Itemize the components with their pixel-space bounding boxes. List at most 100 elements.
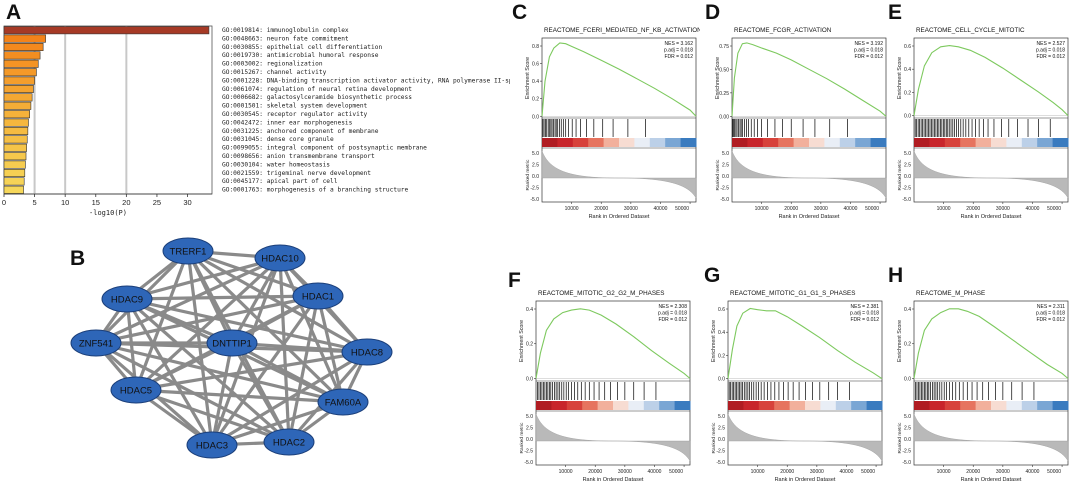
x-tick-label: 20000 [966,469,980,475]
y-tick-label: 0.0 [718,377,725,383]
stat-text: NES = 2.527 [1037,41,1066,47]
rank-gradient-segment [1021,401,1038,410]
enrichment-curve [913,308,1069,379]
ranked-metric-area [727,413,883,462]
stat-text: p.adj = 0.018 [850,311,879,317]
bar [3,160,26,169]
plot-title: REACTOME_MITOTIC_G1_G1_S_PHASES [730,290,855,297]
network-edge [126,294,319,301]
metric-tick-label: 5.0 [526,414,533,420]
metric-axis-label: Ranked metric [519,422,525,454]
x-tick-label: 30000 [814,206,828,212]
metric-tick-label: -5.0 [524,460,533,466]
stat-text: p.adj = 0.018 [1036,48,1065,54]
x-tick-label: 15 [92,198,100,207]
rank-gradient-segment [634,138,651,147]
stat-text: NES = 2.311 [1037,304,1065,310]
x-tick-label: 30000 [618,469,632,475]
metric-axis-label: Ranked metric [897,422,903,454]
rank-gradient-segment [758,401,775,410]
y-tick-label: 0.4 [718,330,725,336]
stat-text: p.adj = 0.018 [664,48,693,54]
metric-tick-label: 0.0 [722,174,729,180]
network-node [254,244,306,272]
metric-axis-label: Ranked metric [525,159,531,191]
metric-tick-label: -2.5 [530,186,539,192]
network-edge [230,342,291,443]
bar [3,42,44,51]
term-label: GO:0019730: antimicrobial humoral respon… [222,52,379,59]
x-tick-label: 10000 [751,469,765,475]
network-edge [187,249,368,354]
network-node-label: HDAC3 [196,441,228,452]
ranked-metric-area [913,150,1069,199]
metric-tick-label: 0.0 [904,174,911,180]
network-edge [135,388,290,444]
rank-gradient-segment [929,401,946,410]
metric-tick-label: -5.0 [902,460,911,466]
bar [3,135,28,144]
term-label: GO:0030855: epithelial cell differentiat… [222,44,382,51]
rank-gradient-segment [1052,401,1069,410]
y-tick-label: 0.2 [532,97,539,103]
x-axis-label: Rank in Ordered Dataset [961,477,1022,483]
rank-gradient-segment [613,401,629,410]
rank-gradient-segment [603,138,620,147]
bar [3,143,27,152]
rank-gradient-segment [914,138,930,147]
gsea-plot-fceri-nfkb: REACTOME_FCERI_MEDIATED_NF_KB_ACTIVATION… [525,27,700,220]
panel-label-b: B [70,247,86,270]
panel-label-g: G [704,264,721,287]
metric-tick-label: 2.5 [526,426,533,432]
term-label: GO:0048663: neuron fate commitment [222,35,349,42]
rank-gradient-segment [1037,401,1054,410]
network-node-label: HDAC1 [302,292,334,303]
rank-gradient-segment [870,138,887,147]
metric-tick-label: -2.5 [902,449,911,455]
x-tick-label: 20000 [780,469,794,475]
network-node [110,376,162,404]
rank-gradient-segment [855,138,872,147]
network-edge [126,297,368,354]
bar [3,68,37,77]
rank-gradient-segment [774,401,791,410]
x-tick-label: 50000 [865,206,879,212]
y-tick-label: 0.2 [526,342,533,348]
panel-label-h: H [888,264,904,287]
network-node-label: HDAC8 [351,348,383,359]
x-tick-label: 40000 [1026,469,1040,475]
stat-text: FDR = 0.012 [851,317,880,323]
panel-label-f: F [508,269,521,292]
rank-gradient-segment [728,401,744,410]
rank-gradient-segment [839,138,856,147]
y-tick-label: 0.4 [532,79,539,85]
term-label: GO:0031225: anchored component of membra… [222,128,379,135]
stat-text: NES = 3.192 [855,41,884,47]
y-axis-label: Enrichment Score [897,320,903,362]
enrichment-curve [541,42,697,117]
network-node [70,329,122,357]
network-node-label: TRERF1 [170,247,207,258]
x-axis-label: Rank in Ordered Dataset [775,477,836,483]
rank-gradient-segment [572,138,589,147]
panel-label-a: A [6,1,22,24]
stat-text: FDR = 0.012 [659,317,688,323]
gsea-plot-m-phase: REACTOME_M_PHASE 0.4 0.2 0.0 Enrichment Scor… [897,290,1069,483]
rank-gradient-segment [732,138,748,147]
rank-gradient-segment [835,401,852,410]
x-tick-label: 10000 [937,469,951,475]
bar [3,34,46,43]
term-label: GO:0001501: skeletal system development [222,103,368,110]
x-tick-label: 30 [183,198,191,207]
term-label: GO:0042472: inner ear morphogenesis [222,119,353,126]
stat-text: p.adj = 0.018 [1036,311,1065,317]
rank-gradient-segment [914,401,930,410]
y-tick-label: 0.2 [718,353,725,359]
bar [3,76,35,85]
rank-gradient-segment [944,401,961,410]
bar [3,26,210,35]
go-enrichment-bar-chart: GO:0019814: immunoglobulin complexGO:004… [2,25,510,217]
rank-gradient-segment [597,401,614,410]
rank-gradient-segment [1037,138,1054,147]
metric-tick-label: 2.5 [722,163,729,169]
